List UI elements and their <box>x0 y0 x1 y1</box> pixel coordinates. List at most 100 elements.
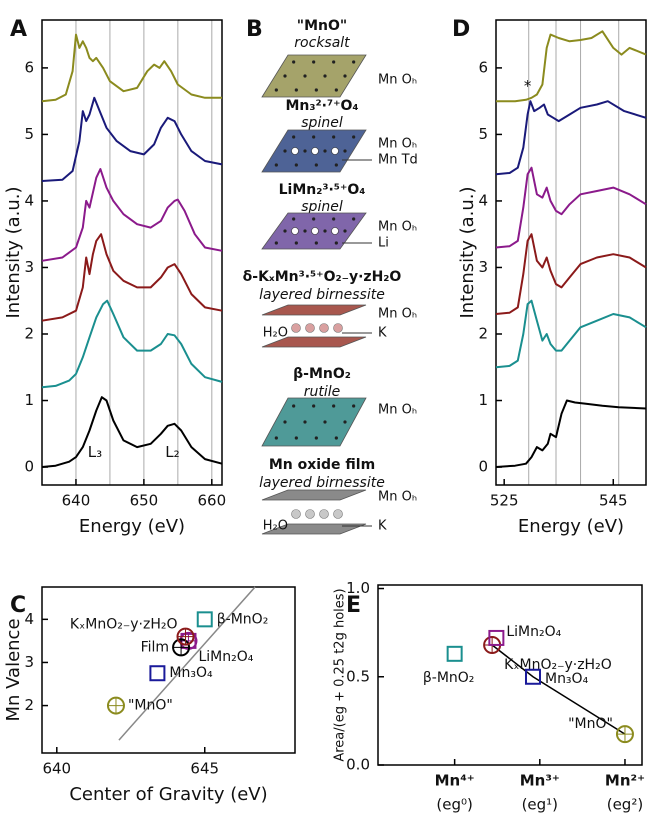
site-label: Li <box>378 236 389 251</box>
x-tick-sublabel: (eg¹) <box>522 796 558 814</box>
x-tick-label: 650 <box>130 492 159 510</box>
site-label: Mn Oₕ <box>378 307 417 322</box>
spectrum-line <box>41 96 223 182</box>
x-tick-label: 545 <box>599 492 628 510</box>
marker-cross <box>177 628 194 645</box>
structure-slab <box>261 304 367 316</box>
y-tick-label: 2 <box>24 696 34 714</box>
y-axis-label: Area/(eg + 0.25 t2g holes) <box>333 588 348 761</box>
structure-atom <box>314 163 318 167</box>
structure-atom <box>274 88 278 92</box>
structure-atom <box>332 404 336 408</box>
y-axis-label: Intensity (a.u.) <box>457 187 478 319</box>
structure-subtitle: layered birnessite <box>259 475 385 491</box>
structure-atom <box>312 217 316 221</box>
structure-site <box>291 147 299 155</box>
interlayer-label: H₂O <box>263 326 288 341</box>
structure-atom <box>323 74 327 78</box>
structure-atom <box>314 436 318 440</box>
structure-atom <box>334 163 338 167</box>
spectrum-line <box>41 168 223 262</box>
plot-frame <box>377 584 643 766</box>
plot-frame <box>495 19 647 486</box>
interlayer-atom <box>305 509 315 519</box>
structure-atom <box>343 149 347 153</box>
y-tick-label: 0.0 <box>346 756 370 774</box>
structure-slab <box>261 397 367 447</box>
structure-subtitle: spinel <box>301 115 343 131</box>
structure-site <box>331 147 339 155</box>
structure-atom <box>332 135 336 139</box>
panel-label: D <box>452 17 470 42</box>
x-axis-label: Center of Gravity (eV) <box>69 784 267 805</box>
marker-cross <box>107 697 124 714</box>
y-tick-label: 0.5 <box>346 667 370 685</box>
point-label: Film <box>141 639 169 655</box>
structure-atom <box>292 404 296 408</box>
interlayer-label: H₂O <box>263 519 288 534</box>
structure-atom <box>294 436 298 440</box>
structure-site <box>291 227 299 235</box>
structure-title: Mn oxide film <box>269 457 375 473</box>
structure-atom <box>274 436 278 440</box>
structure-atom <box>294 241 298 245</box>
structure-atom <box>303 229 307 233</box>
structure-title: "MnO" <box>297 18 347 34</box>
structure-atom <box>332 60 336 64</box>
fit-line <box>118 586 256 741</box>
point-label: Mn₃O₄ <box>545 671 589 687</box>
annotation: * <box>524 77 532 95</box>
point-label: "MnO" <box>128 698 173 714</box>
site-label: Mn Oₕ <box>378 73 417 88</box>
annotation: L₃ <box>88 443 102 461</box>
structure-atom <box>274 241 278 245</box>
y-tick-label: 1 <box>24 391 34 409</box>
point-label: β-MnO₂ <box>423 670 475 686</box>
y-tick-label: 1 <box>478 391 488 409</box>
marker-square <box>149 665 166 682</box>
spectrum-line <box>41 233 223 322</box>
spectrum-line <box>495 399 647 468</box>
spectrum-line <box>495 299 647 369</box>
x-tick-sublabel: (eg⁰) <box>436 796 472 814</box>
y-tick-label: 0 <box>478 458 488 476</box>
structure-atom <box>283 149 287 153</box>
spectrum-line <box>495 100 647 176</box>
interlayer-atom <box>319 323 329 333</box>
marker-square <box>524 668 541 685</box>
point-label: β-MnO₂ <box>217 611 269 627</box>
x-tick-label: Mn³⁺ <box>520 772 560 790</box>
panel-label: A <box>10 17 27 42</box>
point-label: LiMn₂O₄ <box>506 624 561 640</box>
x-axis-label: Energy (eV) <box>518 516 624 537</box>
point-label: "MnO" <box>568 716 613 732</box>
y-tick-label: 4 <box>24 610 34 628</box>
x-tick-label: Mn²⁺ <box>605 772 645 790</box>
y-tick-label: 3 <box>478 258 488 276</box>
interlayer-atom <box>333 509 343 519</box>
structure-atom <box>323 420 327 424</box>
x-tick-label: 525 <box>490 492 519 510</box>
structure-atom <box>283 420 287 424</box>
y-tick-label: 0 <box>24 458 34 476</box>
interlayer-atom <box>333 323 343 333</box>
structure-atom <box>283 74 287 78</box>
structure-title: β-MnO₂ <box>293 366 351 382</box>
structure-title: δ-KₓMn³·⁵⁺O₂₋y·zH₂O <box>243 269 402 285</box>
spectrum-line <box>41 33 222 103</box>
site-label: Mn Oₕ <box>378 220 417 235</box>
spectrum-line <box>495 233 647 315</box>
y-tick-label: 6 <box>478 58 488 76</box>
y-tick-label: 6 <box>24 58 34 76</box>
structure-subtitle: layered birnessite <box>259 287 385 303</box>
structure-atom <box>323 229 327 233</box>
panel-label: E <box>346 593 361 618</box>
spectrum-line <box>41 396 223 468</box>
interlayer-atom <box>291 509 301 519</box>
structure-atom <box>312 404 316 408</box>
structure-site <box>311 147 319 155</box>
structure-atom <box>314 241 318 245</box>
structure-subtitle: rutile <box>304 384 341 400</box>
structure-atom <box>343 74 347 78</box>
plot-frame <box>41 19 223 486</box>
